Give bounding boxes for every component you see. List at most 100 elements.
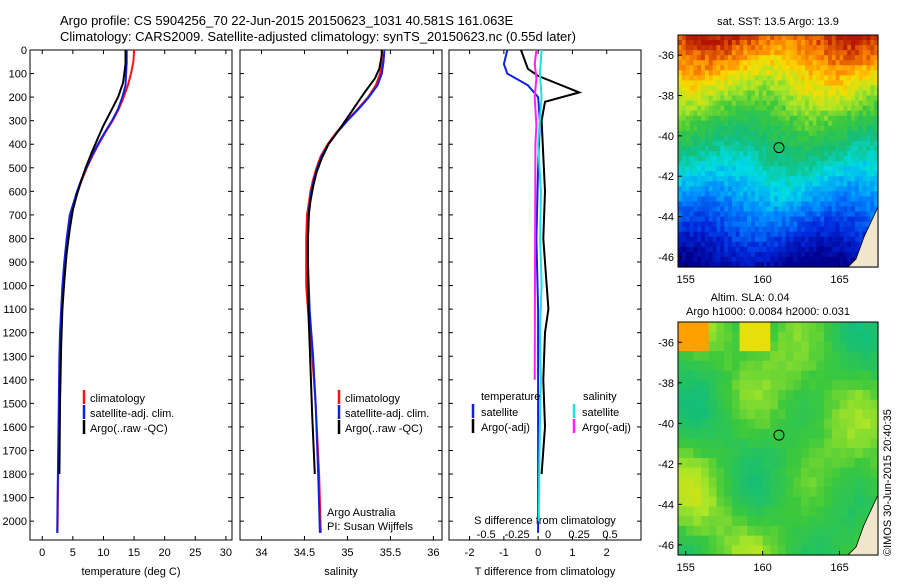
map-cell xyxy=(820,171,825,177)
map-cell xyxy=(720,231,725,238)
map-cell xyxy=(808,80,814,87)
map-cell xyxy=(847,246,852,253)
map-cell xyxy=(816,156,821,162)
map-cell xyxy=(828,151,833,157)
map-cell xyxy=(678,399,687,410)
map-cell xyxy=(801,166,806,172)
map-cell xyxy=(739,545,748,556)
map-cell xyxy=(831,80,837,87)
map-cell xyxy=(808,448,818,459)
map-cell xyxy=(708,341,718,352)
map-cell xyxy=(708,60,714,66)
map-cell xyxy=(762,196,768,203)
map-cell xyxy=(701,110,706,117)
map-cell xyxy=(697,70,702,76)
map-cell xyxy=(766,161,771,167)
map-cell xyxy=(754,231,760,238)
map-cell xyxy=(839,506,848,517)
map-cell xyxy=(835,256,841,263)
map-cell xyxy=(851,206,856,213)
map-cell xyxy=(828,95,833,102)
map-cell xyxy=(743,110,748,117)
map-cell xyxy=(851,55,856,61)
map-cell xyxy=(685,370,694,381)
map-cell xyxy=(835,251,841,258)
map-cell xyxy=(866,110,871,117)
map-cell xyxy=(731,60,737,66)
map-cell xyxy=(720,140,725,147)
map-cell xyxy=(681,186,687,192)
map-cell xyxy=(778,166,783,172)
map-cell xyxy=(854,496,864,508)
map-cell xyxy=(851,80,856,87)
map-cell xyxy=(724,506,733,517)
y-tick-label: 1400 xyxy=(3,375,27,387)
map-cell xyxy=(866,221,871,228)
map-cell xyxy=(693,145,698,152)
map-cell xyxy=(778,156,783,162)
map-cell xyxy=(747,370,756,381)
map-cell xyxy=(720,206,725,213)
map-cell xyxy=(701,457,710,469)
map-cell xyxy=(735,161,741,167)
map-cell xyxy=(724,438,733,449)
map-cell xyxy=(678,206,683,213)
map-cell xyxy=(770,221,775,228)
map-cell xyxy=(831,135,837,142)
map-cell xyxy=(747,45,752,51)
map-cell xyxy=(793,438,802,449)
y-tick-label: 1500 xyxy=(3,398,27,410)
map-cell xyxy=(747,360,756,372)
map-cell xyxy=(731,506,741,517)
map-cell xyxy=(716,110,721,117)
map-cell xyxy=(739,438,748,449)
map-cell xyxy=(854,221,860,228)
map-cell xyxy=(708,181,714,187)
map-cell xyxy=(866,201,871,208)
map-cell xyxy=(697,156,702,162)
map-cell xyxy=(735,40,741,46)
map-cell xyxy=(724,256,729,263)
map-cell xyxy=(835,110,841,117)
map-cell xyxy=(797,186,802,192)
map-cell xyxy=(801,206,806,213)
map-cell xyxy=(731,140,737,147)
map-cell xyxy=(739,246,744,253)
map-cell xyxy=(704,256,710,263)
map-cell xyxy=(774,166,779,172)
map-cell xyxy=(731,322,741,333)
map-cell xyxy=(824,110,829,117)
map-cell xyxy=(735,135,741,142)
map-cell xyxy=(866,50,871,56)
map-cell xyxy=(785,115,791,122)
map-cell xyxy=(697,115,702,122)
map-cell xyxy=(812,45,818,51)
map-cell xyxy=(724,231,729,238)
map-cell xyxy=(770,196,775,203)
map-cell xyxy=(766,100,771,107)
map-cell xyxy=(754,360,764,372)
map-cell xyxy=(851,45,856,51)
y-tick-label: -38 xyxy=(658,91,674,103)
map-cell xyxy=(716,226,721,233)
map-cell xyxy=(693,231,698,238)
map-cell xyxy=(693,65,698,71)
map-cell xyxy=(816,389,825,401)
map-cell xyxy=(828,120,833,127)
map-cell xyxy=(747,221,752,228)
map-cell xyxy=(724,226,729,233)
map-cell xyxy=(816,40,821,46)
map-cell xyxy=(858,236,864,243)
map-cell xyxy=(843,231,848,238)
map-cell xyxy=(862,171,868,177)
map-cell xyxy=(862,221,868,228)
map-cell xyxy=(701,145,706,152)
map-cell xyxy=(739,156,744,162)
map-cell xyxy=(704,221,710,228)
map-cell xyxy=(689,196,694,203)
map-cell xyxy=(839,140,844,147)
map-cell xyxy=(712,221,718,228)
map-cell xyxy=(816,80,821,87)
map-cell xyxy=(793,506,802,517)
map-cell xyxy=(685,380,694,391)
